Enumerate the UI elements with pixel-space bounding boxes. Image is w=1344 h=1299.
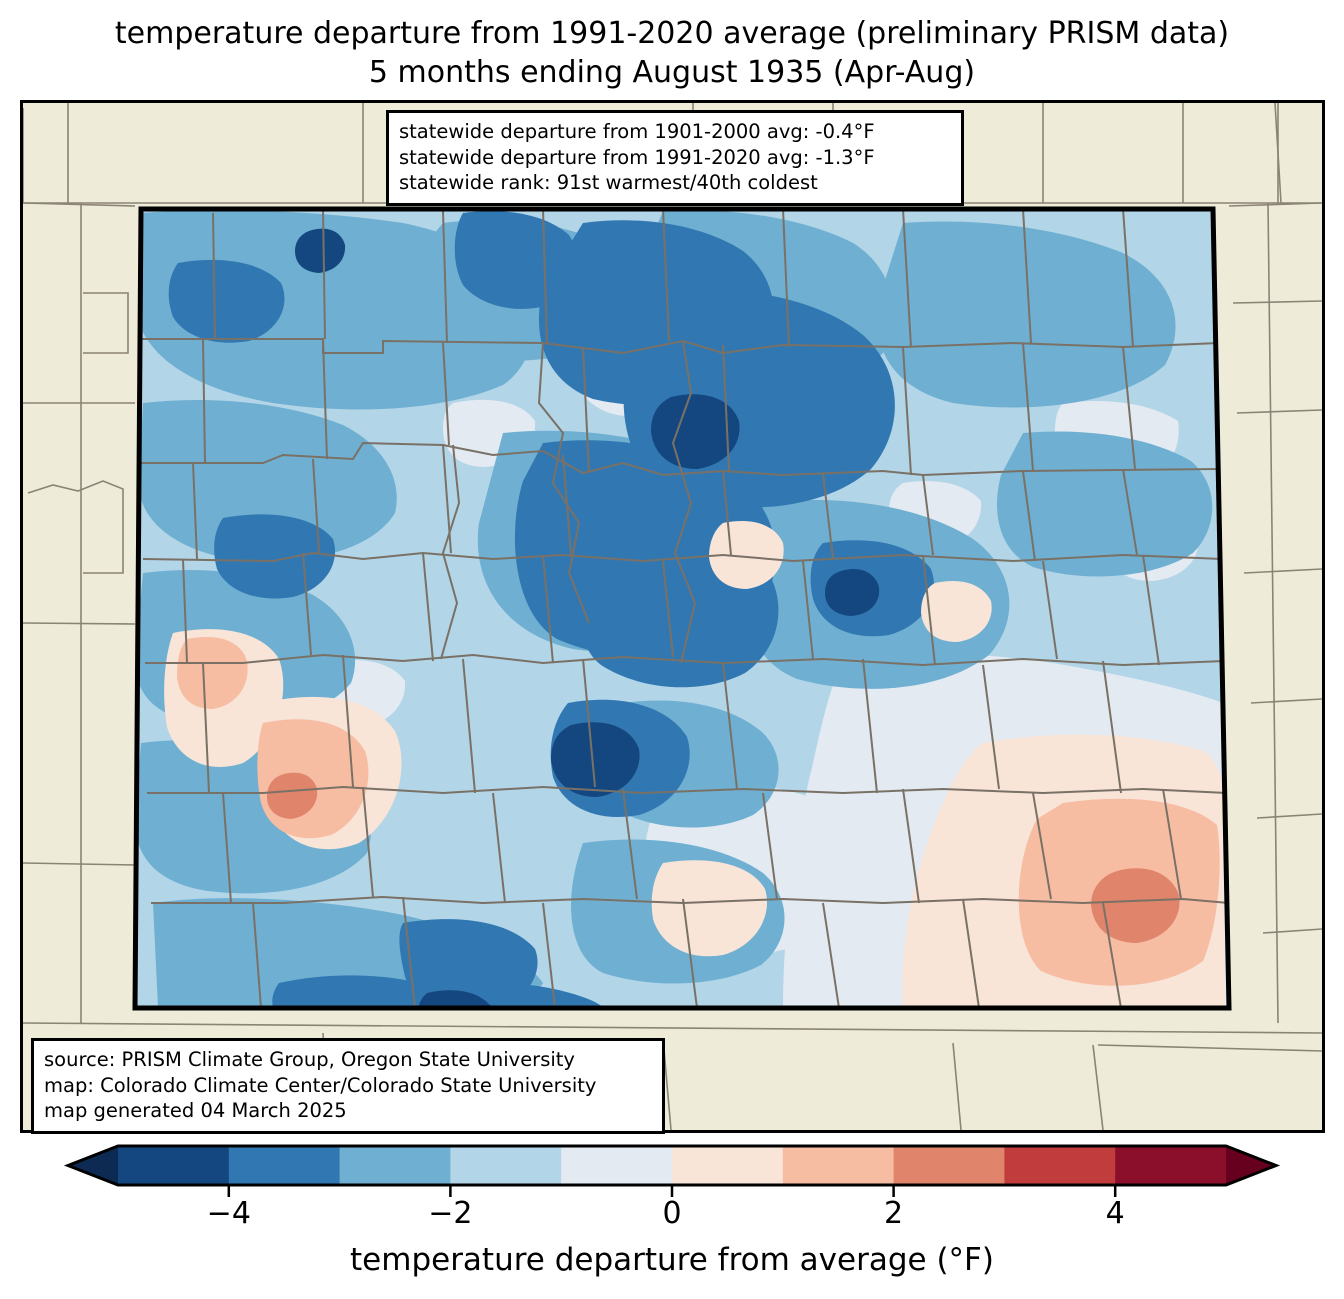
colorbar-tick-label-0: −4 xyxy=(206,1196,251,1231)
colorbar-over-arrow xyxy=(1226,1146,1276,1185)
title-line-2: 5 months ending August 1935 (Apr-Aug) xyxy=(368,55,976,90)
colorbar-outline xyxy=(63,1144,1281,1187)
source-line-3: map generated 04 March 2025 xyxy=(44,1099,347,1122)
map-frame xyxy=(20,100,1325,1133)
colorbar xyxy=(0,1140,1344,1200)
colorbar-tick-label-2: 0 xyxy=(662,1196,682,1231)
colorbar-band-4 xyxy=(561,1146,673,1185)
colorbar-tick-label-4: 4 xyxy=(1105,1196,1125,1231)
colorbar-tick-label-1: −2 xyxy=(428,1196,473,1231)
colorbar-band-7 xyxy=(893,1146,1005,1185)
colorbar-under-arrow xyxy=(68,1146,118,1185)
source-line-2: map: Colorado Climate Center/Colorado St… xyxy=(44,1073,597,1097)
colorbar-band-9 xyxy=(1115,1146,1227,1185)
stats-line-3: statewide rank: 91st warmest/40th coldes… xyxy=(399,171,818,194)
colorado-state-border xyxy=(132,206,1232,1011)
colorbar-band-6 xyxy=(782,1146,895,1185)
source-attribution-box: source: PRISM Climate Group, Oregon Stat… xyxy=(31,1038,665,1134)
colorbar-tick-label-3: 2 xyxy=(884,1196,904,1231)
title-line-1: temperature departure from 1991-2020 ave… xyxy=(114,16,1230,51)
figure-title: temperature departure from 1991-2020 ave… xyxy=(0,14,1344,92)
colorbar-axis-label: temperature departure from average (°F) xyxy=(350,1242,994,1278)
stats-line-2: statewide departure from 1991-2020 avg: … xyxy=(399,145,875,169)
source-line-1: source: PRISM Climate Group, Oregon Stat… xyxy=(44,1048,575,1071)
colorado-temperature-departure-map xyxy=(23,103,1322,1130)
colorbar-tick-labels: −4 −2 0 2 4 xyxy=(0,1196,1344,1240)
stats-line-1: statewide departure from 1901-2000 avg: … xyxy=(399,120,875,143)
colorbar-band-5 xyxy=(672,1146,784,1185)
colorbar-band-8 xyxy=(1004,1146,1116,1185)
colorbar-band-0 xyxy=(118,1146,230,1185)
colorbar-band-1 xyxy=(228,1146,341,1185)
colorbar-swatches xyxy=(63,1144,1281,1197)
statewide-stats-box: statewide departure from 1901-2000 avg: … xyxy=(386,110,964,206)
colorbar-band-3 xyxy=(450,1146,562,1185)
colorbar-band-2 xyxy=(339,1146,451,1185)
